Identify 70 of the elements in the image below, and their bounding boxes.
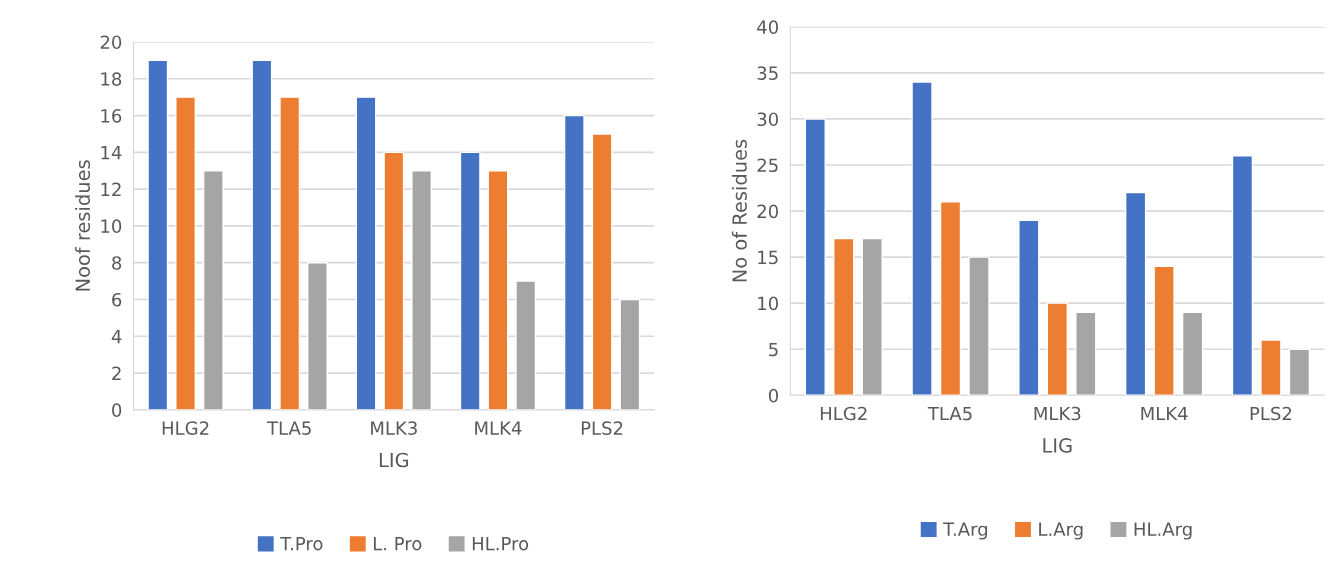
x-tick-label: PLS2	[1250, 406, 1292, 421]
bar	[307, 262, 328, 410]
y-tick-label: 15	[758, 250, 778, 265]
bar	[459, 151, 481, 410]
y-tick-label: 8	[112, 256, 122, 270]
legend-label: L.Arg	[1039, 522, 1083, 540]
y-tick-label: 4	[111, 329, 122, 344]
y-tick-label: 40	[757, 20, 779, 34]
legend-label: T.Arg	[943, 522, 988, 540]
x-tick-label: HLG2	[162, 421, 209, 435]
y-tick-label: 5	[769, 342, 778, 357]
y-tick-label: 0	[768, 388, 779, 403]
bar	[619, 298, 641, 410]
x-axis-title: LIG	[1043, 438, 1072, 453]
bar	[1046, 302, 1068, 396]
bar	[1075, 311, 1097, 396]
y-tick-label: 10	[758, 296, 779, 311]
bar	[383, 151, 405, 410]
bar	[591, 133, 613, 410]
bar	[804, 118, 826, 396]
bar	[1153, 265, 1175, 396]
x-tick-label: MLK3	[371, 421, 417, 435]
x-tick-label: MLK4	[475, 421, 522, 435]
y-tick-label: 18	[101, 72, 122, 86]
bar	[487, 170, 509, 410]
legend-label: HL.Arg	[1134, 522, 1192, 540]
y-axis-title: No of Residues	[731, 139, 747, 282]
x-tick-label: MLK3	[1034, 406, 1081, 421]
y-tick-label: 30	[757, 112, 779, 127]
y-tick-label: 14	[101, 146, 122, 160]
bar	[911, 81, 933, 396]
bar	[1288, 348, 1311, 396]
bar	[279, 96, 301, 410]
bar	[202, 170, 224, 410]
bar	[939, 201, 962, 396]
bar	[861, 237, 883, 396]
bar	[1181, 311, 1204, 396]
legend-label: L. Pro	[373, 537, 422, 551]
bar	[833, 237, 855, 396]
y-axis-title: Noof residues	[75, 160, 91, 291]
bar	[175, 96, 196, 410]
bar	[147, 59, 169, 410]
y-tick-label: 2	[112, 366, 121, 380]
legend-label: HL.Pro	[472, 537, 529, 551]
x-tick-label: TLA5	[927, 406, 972, 421]
y-tick-label: 0	[112, 403, 122, 417]
bar	[1260, 339, 1282, 396]
bar	[1231, 155, 1254, 396]
bar	[968, 256, 990, 396]
y-tick-label: 12	[101, 182, 121, 196]
y-tick-label: 25	[757, 158, 778, 173]
y-tick-label: 20	[100, 35, 122, 50]
x-tick-label: HLG2	[820, 406, 867, 421]
y-tick-label: 10	[101, 219, 122, 234]
x-tick-label: PLS2	[581, 421, 623, 435]
bar	[1124, 191, 1147, 396]
y-tick-label: 20	[757, 204, 779, 219]
y-tick-label: 35	[757, 66, 778, 80]
x-tick-label: TLA5	[266, 421, 311, 435]
y-tick-label: 6	[112, 292, 122, 307]
bar	[515, 280, 537, 410]
x-axis-title: LIG	[379, 452, 409, 468]
y-tick-label: 16	[101, 109, 122, 123]
legend-label: T.Pro	[280, 537, 323, 551]
x-tick-label: MLK4	[1141, 406, 1188, 421]
bar	[563, 114, 585, 410]
bar	[411, 170, 433, 410]
bar	[355, 96, 377, 410]
bar	[1018, 219, 1040, 396]
bar	[251, 59, 273, 410]
